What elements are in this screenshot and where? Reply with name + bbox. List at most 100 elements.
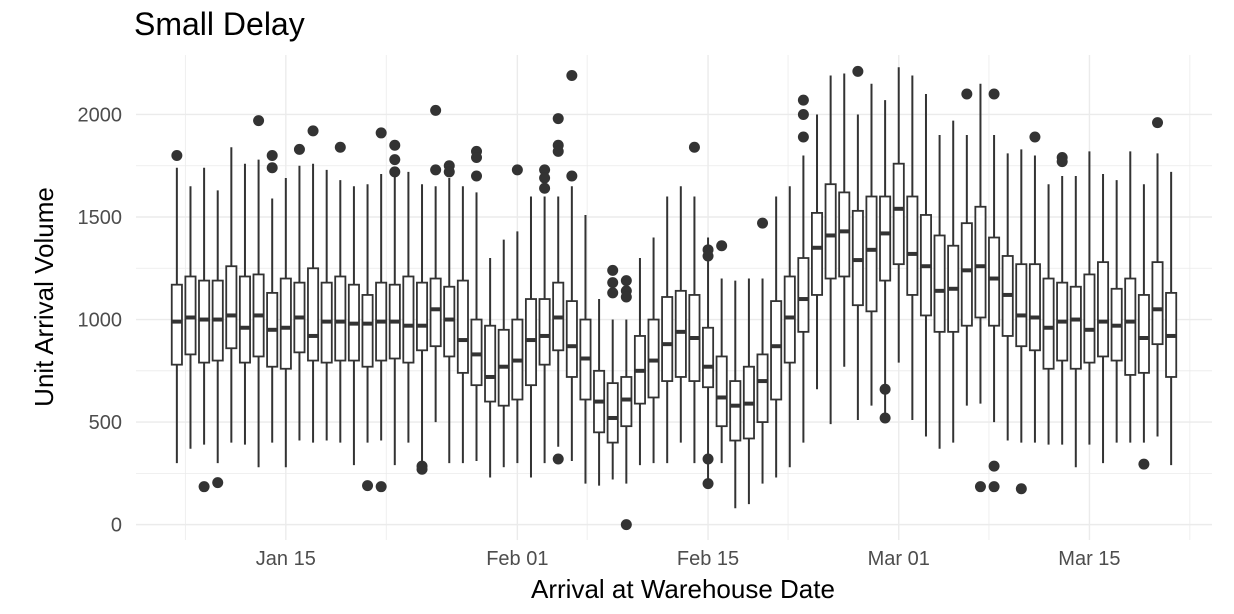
box-body <box>443 285 456 358</box>
outlier-point <box>552 145 564 157</box>
box-2025-01-24 <box>402 171 415 443</box>
box-body <box>797 257 810 333</box>
box-2025-02-02 <box>524 196 537 478</box>
outlier-point <box>253 115 265 127</box>
box-2025-01-30 <box>484 258 497 478</box>
box-2025-01-11 <box>225 147 238 443</box>
box-2025-02-01 <box>511 164 524 464</box>
box-2025-03-21 <box>1165 171 1178 466</box>
outlier-point <box>702 250 714 262</box>
box-body <box>524 298 537 387</box>
y-axis-ticks: 0 500 1000 1500 2000 <box>78 104 123 536</box>
outlier-point <box>539 172 551 184</box>
box-2025-03-10 <box>1015 149 1028 495</box>
box-2025-02-04 <box>552 113 565 465</box>
box-2025-02-08 <box>606 264 619 480</box>
box-body <box>1028 263 1041 352</box>
x-axis-title: Arrival at Warehouse Date <box>531 574 835 604</box>
box-body <box>729 380 742 442</box>
outlier-point <box>293 143 305 155</box>
x-tick-label: Mar 15 <box>1058 548 1120 570</box>
outlier-point <box>471 170 483 182</box>
box-2025-02-06 <box>579 214 592 484</box>
outlier-point <box>511 164 523 176</box>
outlier-point <box>552 453 564 465</box>
box-body <box>661 296 674 382</box>
box-2025-02-27 <box>865 83 878 406</box>
box-body <box>770 300 783 401</box>
outlier-point <box>416 463 428 475</box>
box-series <box>170 65 1178 531</box>
outlier-point <box>389 139 401 151</box>
outlier-point <box>988 481 1000 493</box>
box-2025-01-20 <box>347 186 360 466</box>
box-2025-01-31 <box>497 239 510 468</box>
box-2025-02-17 <box>729 280 742 509</box>
box-body <box>1124 277 1137 376</box>
box-body <box>811 212 824 296</box>
box-body <box>674 289 687 378</box>
box-body <box>933 234 946 333</box>
box-body <box>892 162 905 266</box>
box-2025-02-22 <box>797 94 810 443</box>
box-2025-02-16 <box>715 240 728 464</box>
y-tick-label: 1500 <box>78 207 123 229</box>
outlier-point <box>212 477 224 489</box>
outlier-point <box>566 170 578 182</box>
box-2025-01-10 <box>211 190 224 489</box>
box-2025-02-14 <box>688 141 701 464</box>
box-2025-02-05 <box>565 70 578 462</box>
box-body <box>1137 294 1150 374</box>
outlier-point <box>362 480 374 492</box>
box-2025-02-12 <box>661 196 674 464</box>
outlier-point <box>375 481 387 493</box>
box-body <box>470 318 483 387</box>
outlier-point <box>266 162 278 174</box>
outlier-point <box>1152 117 1164 129</box>
box-2025-01-28 <box>456 186 469 464</box>
outlier-point <box>757 217 769 229</box>
outlier-point <box>961 88 973 100</box>
box-body <box>456 279 469 374</box>
box-2025-03-11 <box>1028 131 1041 443</box>
outlier-point <box>1015 483 1027 495</box>
box-body <box>960 222 973 327</box>
outlier-point <box>688 141 700 153</box>
y-tick-label: 0 <box>111 515 122 537</box>
box-2025-02-13 <box>674 186 687 443</box>
box-body <box>307 267 320 362</box>
box-body <box>879 195 892 282</box>
x-tick-label: Feb 15 <box>677 548 739 570</box>
box-2025-02-25 <box>838 73 851 367</box>
outlier-point <box>974 481 986 493</box>
box-2025-03-17 <box>1110 180 1123 443</box>
box-2025-01-19 <box>334 141 347 443</box>
box-2025-01-29 <box>470 145 483 462</box>
outlier-point <box>702 478 714 490</box>
outlier-point <box>797 108 809 120</box>
box-body <box>838 191 851 278</box>
box-2025-01-07 <box>170 149 183 464</box>
box-2025-02-28 <box>879 100 892 424</box>
outlier-point <box>1056 156 1068 168</box>
box-body <box>565 300 578 378</box>
box-2025-03-02 <box>906 75 919 421</box>
box-2025-01-12 <box>238 163 251 445</box>
box-body <box>647 318 660 399</box>
box-body <box>783 275 796 364</box>
y-tick-label: 500 <box>89 412 122 434</box>
outlier-point <box>471 152 483 164</box>
box-2025-03-20 <box>1151 117 1164 437</box>
box-2025-03-01 <box>892 67 905 363</box>
outlier-point <box>620 519 632 531</box>
outlier-point <box>307 125 319 137</box>
outlier-point <box>797 94 809 106</box>
box-2025-02-24 <box>824 75 837 425</box>
outlier-point <box>702 453 714 465</box>
outlier-point <box>334 141 346 153</box>
outlier-point <box>539 164 551 176</box>
box-2025-01-15 <box>279 178 292 468</box>
box-body <box>974 205 987 319</box>
box-body <box>1083 273 1096 364</box>
box-2025-03-08 <box>988 88 1001 493</box>
